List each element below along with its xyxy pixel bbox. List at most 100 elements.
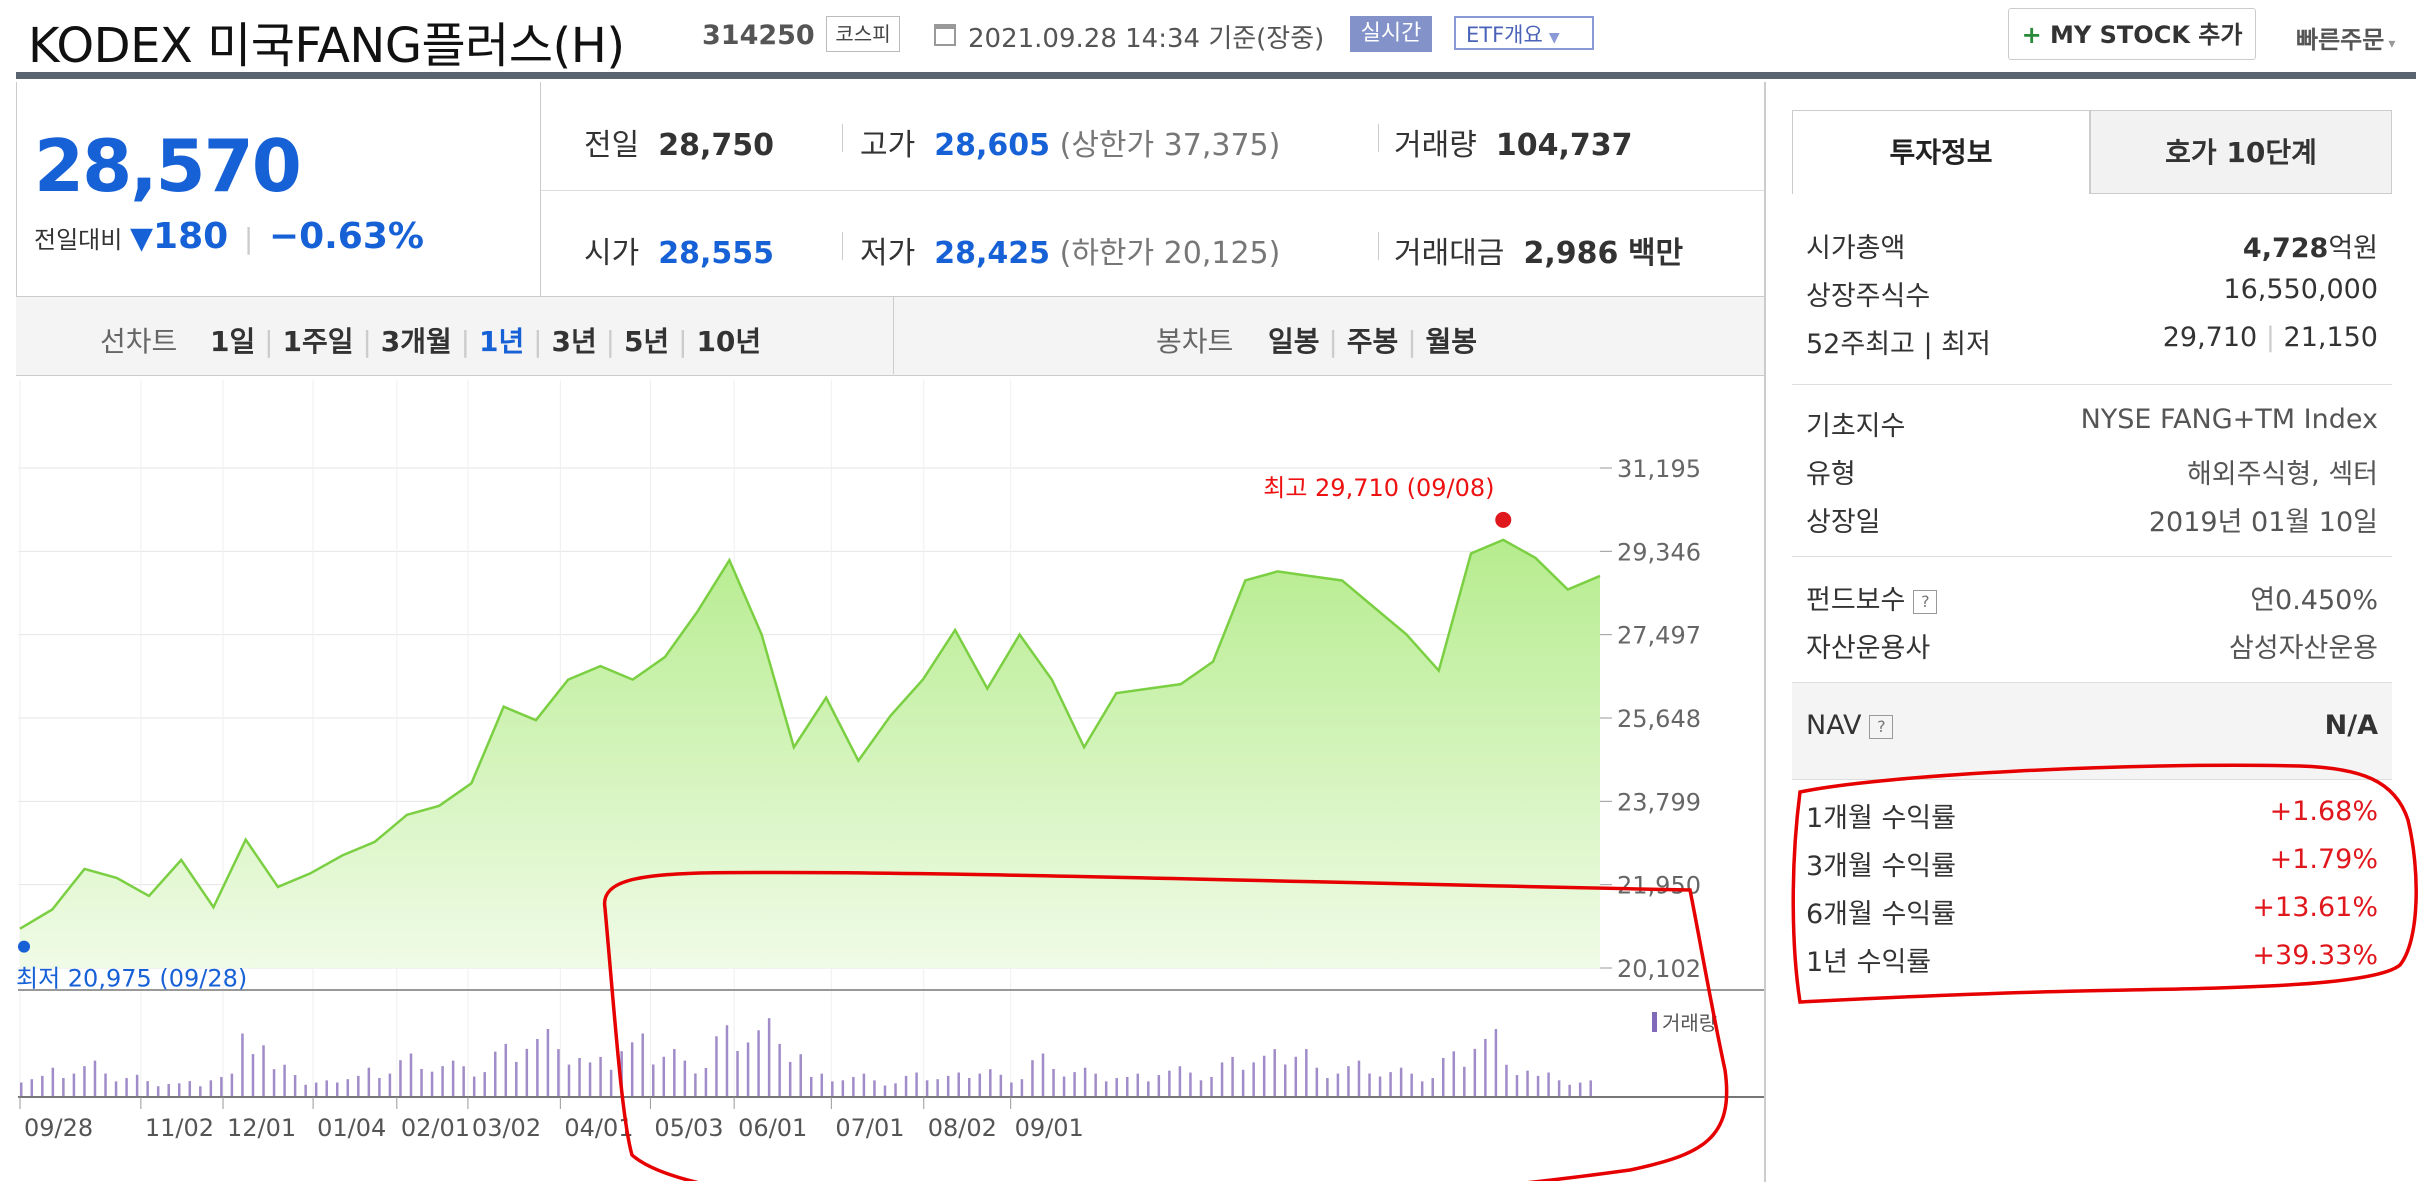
stat-volume: 거래량 104,737 [1394,120,1633,164]
row-nav: NAV? N/A [1806,710,2378,758]
volume-bar [367,1067,371,1096]
tab-investment-info[interactable]: 투자정보 [1792,110,2090,194]
volume-bar [978,1073,982,1096]
volume-bar [325,1080,328,1096]
tab-divider: | [1398,325,1426,358]
quick-order-label: 빠른주문 [2296,26,2385,54]
volume-bar [767,1018,771,1096]
volume-bar [1442,1057,1445,1096]
info-value: 29,710 | 21,150 [2162,322,2378,353]
x-tick-label: 05/03 [654,1114,723,1142]
volume-bar [578,1057,581,1096]
volume-bar [314,1082,318,1096]
volume-bar [1157,1075,1161,1096]
info-label: 기초지수 [1806,411,1906,442]
info-label: 상장주식수 [1806,281,1931,312]
volume-bar [1189,1072,1192,1096]
y-tick-label: 27,497 [1617,622,1701,650]
quote-datetime: 2021.09.28 14:34 기준(장중) [968,24,1325,54]
compare-label: 전일대비 [34,226,123,254]
return-value: +13.61% [2252,892,2378,923]
volume-bar [746,1042,750,1096]
volume-bar [462,1066,465,1096]
caret-down-icon: ▼ [1548,30,1560,46]
volume-bar [178,1083,181,1096]
divider [541,190,1764,191]
volume-bar [357,1075,360,1096]
volume-bar [715,1036,718,1096]
y-tick-label: 29,346 [1617,538,1701,566]
stat-prev: 전일 28,750 [584,120,774,164]
period-tab-3[interactable]: 1년 [478,325,525,358]
volume-bar [167,1084,170,1096]
divider [893,296,894,374]
info-label: NAV [1806,710,1862,741]
volume-bar [293,1075,297,1096]
add-mystock-button[interactable]: + MY STOCK 추가 [2008,8,2256,60]
help-icon[interactable]: ? [1869,714,1894,739]
period-tab-6[interactable]: 10년 [696,325,762,358]
y-tick-label: 20,102 [1617,955,1701,983]
volume-bar [336,1082,339,1096]
x-tick-label: 09/28 [24,1114,93,1142]
period-tab-1[interactable]: 1주일 [282,325,354,358]
stat-open: 시가 28,555 [584,228,774,272]
x-tick-label: 12/01 [227,1114,296,1142]
period-tab-4[interactable]: 3년 [551,325,597,358]
volume-bar [399,1060,402,1096]
caret-down-icon: ▾ [2388,36,2396,52]
etf-overview-dropdown[interactable]: ETF개요 ▼ [1454,16,1594,50]
period-tab-0[interactable]: 1일 [210,325,256,358]
market-badge: 코스피 [826,16,900,52]
volume-bar [999,1074,1003,1096]
volume-bar [1568,1084,1571,1096]
candle-tab-1[interactable]: 주봉 [1346,325,1399,358]
volume-bar [272,1069,276,1096]
candle-tab-2[interactable]: 월봉 [1425,325,1478,358]
help-icon[interactable]: ? [1913,589,1938,614]
52w-high: 29,710 [2162,322,2258,353]
tab-divider: | [1319,325,1347,358]
volume-bar [1147,1081,1150,1096]
stat-value: 28,425 [934,236,1051,271]
52w-low: 21,150 [2283,322,2378,353]
quick-order-button[interactable]: 빠른주문 ▾ [2296,20,2395,55]
info-value: 4,728억원 [2243,226,2378,265]
volume-bar [1463,1066,1466,1096]
x-tick-label: 08/02 [928,1114,997,1142]
volume-bar [1505,1064,1508,1096]
volume-bar [820,1073,824,1096]
volume-bar [1126,1076,1129,1096]
volume-bar [388,1073,392,1096]
volume-bar [1399,1067,1403,1096]
realtime-button[interactable]: 실시간 [1350,16,1432,52]
add-mystock-label: MY STOCK 추가 [2050,21,2243,49]
price-chart[interactable]: 31,195 29,346 27,497 25,648 23,799 21,950 20,1… [0,380,1764,1181]
divider: | [243,222,254,255]
tab-quote-10[interactable]: 호가 10단계 [2090,110,2392,194]
change-value: 180 [153,216,229,257]
x-tick-label: 02/01 [401,1114,470,1142]
volume-bar [525,1048,529,1096]
volume-bar [557,1049,560,1096]
period-tab-5[interactable]: 5년 [623,325,670,358]
volume-bar [241,1033,244,1096]
volume-bar [62,1078,65,1096]
info-value: 16,550,000 [2223,274,2378,305]
volume-bar [346,1079,350,1096]
panel-divider [1764,82,1766,1182]
x-tick-label: 03/02 [472,1114,541,1142]
chart-toolbar [16,296,1764,376]
price-area [20,539,1600,968]
stat-label: 저가 [860,236,916,271]
volume-bar [1526,1070,1529,1096]
volume-bar [494,1051,497,1096]
volume-bar [114,1081,118,1096]
candle-tab-0[interactable]: 일봉 [1268,325,1320,358]
volume-bar [915,1072,918,1096]
volume-bar [504,1043,508,1096]
volume-bar [472,1076,476,1096]
x-tick-label: 06/01 [738,1114,807,1142]
stat-value: 28,605 [934,128,1051,163]
period-tab-2[interactable]: 3개월 [380,325,452,358]
